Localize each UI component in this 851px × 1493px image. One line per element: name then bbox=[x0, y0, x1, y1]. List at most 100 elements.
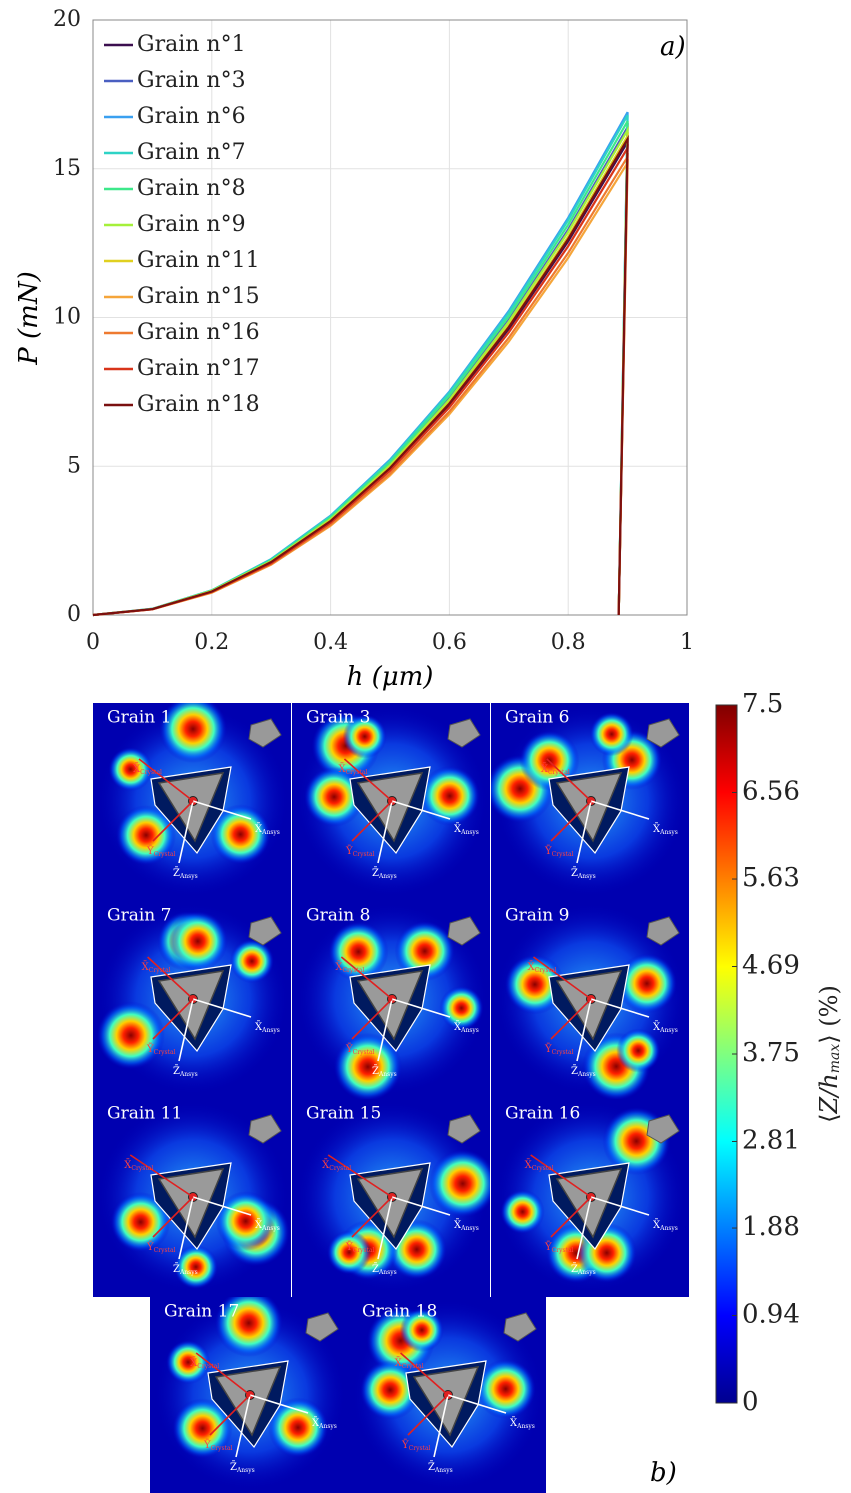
frame-subscript: Crystal bbox=[149, 967, 171, 974]
frame-arrow bbox=[152, 1196, 194, 1238]
frame-label: Z̄Ansys bbox=[571, 867, 596, 880]
annotation: a) bbox=[660, 32, 686, 62]
frame-label: X̄Crystal bbox=[338, 763, 367, 776]
frame-symbol: X̄ bbox=[255, 823, 263, 835]
annotation: b) bbox=[650, 1458, 677, 1488]
frame-subscript: Ansys bbox=[516, 1423, 535, 1430]
frame-symbol: X̄ bbox=[510, 1417, 518, 1429]
frame-subscript: Ansys bbox=[179, 1269, 198, 1276]
panel-title: Grain 11 bbox=[107, 1104, 182, 1124]
legend-label: Grain n°16 bbox=[137, 320, 260, 345]
frame-subscript: Ansys bbox=[659, 829, 678, 836]
frame-subscript: Crystal bbox=[552, 851, 574, 858]
frame-symbol: X̄ bbox=[653, 1021, 661, 1033]
legend-label: Grain n°6 bbox=[137, 104, 246, 129]
frame-symbol: X̄ bbox=[190, 1357, 198, 1369]
hot-spot bbox=[439, 986, 484, 1031]
frame-arrow bbox=[152, 998, 194, 1040]
frame-symbol: Ȳ bbox=[203, 1439, 211, 1451]
colorbar-label-part: ⟨ bbox=[815, 1113, 843, 1122]
hot-spot bbox=[419, 765, 480, 826]
frame-subscript: Crystal bbox=[402, 1363, 424, 1370]
frame-arrow bbox=[391, 998, 451, 1018]
panel-title: Grain 9 bbox=[505, 906, 569, 926]
frame-symbol: Ȳ bbox=[544, 1043, 552, 1055]
frame-label: X̄Ansys bbox=[454, 1219, 479, 1232]
frame-subscript: Ansys bbox=[378, 1071, 397, 1078]
frame-arrow bbox=[178, 1196, 194, 1260]
frame-subscript: Crystal bbox=[552, 1247, 574, 1254]
frame-label: ȲCrystal bbox=[401, 1439, 431, 1452]
hot-spot bbox=[173, 1244, 218, 1289]
frame-label: X̄Crystal bbox=[395, 1357, 424, 1370]
colorbar-tick-label: 3.75 bbox=[742, 1038, 800, 1068]
frame-subscript: Ansys bbox=[577, 1269, 596, 1276]
frame-arrow bbox=[576, 1196, 592, 1260]
crystal-cube bbox=[248, 718, 282, 748]
series-line bbox=[92, 134, 629, 617]
legend-label: Grain n°9 bbox=[137, 212, 246, 237]
frame-label: ȲCrystal bbox=[146, 1043, 176, 1056]
frame-label: X̄Crystal bbox=[335, 961, 364, 974]
frame-arrow bbox=[351, 1196, 393, 1238]
frame-subscript: Crystal bbox=[346, 769, 368, 776]
frame-symbol: Z̄ bbox=[372, 1065, 379, 1077]
frame-label: ȲCrystal bbox=[345, 845, 375, 858]
frame-symbol: X̄ bbox=[454, 1021, 462, 1033]
hot-spot bbox=[616, 953, 677, 1014]
frame-label: X̄Crystal bbox=[133, 763, 162, 776]
crystal-cube bbox=[305, 1312, 339, 1342]
frame-arrow bbox=[546, 758, 592, 802]
frame-symbol: Z̄ bbox=[571, 1263, 578, 1275]
panel-title: Grain 8 bbox=[306, 906, 370, 926]
hot-spot bbox=[304, 766, 365, 827]
hot-spot bbox=[394, 921, 455, 982]
frame-symbol: Ȳ bbox=[345, 845, 353, 857]
hot-spot bbox=[589, 712, 634, 757]
frame-symbol: Z̄ bbox=[230, 1461, 237, 1473]
frame-symbol: Z̄ bbox=[173, 1263, 180, 1275]
frame-subscript: Ansys bbox=[378, 873, 397, 880]
hot-spot bbox=[616, 1028, 661, 1073]
frame-symbol: X̄ bbox=[312, 1417, 320, 1429]
frame-subscript: Ansys bbox=[378, 1269, 397, 1276]
frame-symbol: X̄ bbox=[541, 763, 549, 775]
frame-label: Z̄Ansys bbox=[571, 1065, 596, 1078]
frame-arrow bbox=[351, 800, 393, 842]
colorbar-tick-label: 4.69 bbox=[742, 951, 800, 981]
colorbar-label-part: ⟩ (%) bbox=[815, 985, 843, 1044]
frame-symbol: X̄ bbox=[653, 1219, 661, 1231]
x-tick-label: 0.4 bbox=[313, 630, 348, 655]
crystal-cube bbox=[646, 916, 680, 946]
frame-subscript: Crystal bbox=[140, 769, 162, 776]
frame-symbol: X̄ bbox=[395, 1357, 403, 1369]
frame-label: Z̄Ansys bbox=[173, 867, 198, 880]
y-tick-label: 20 bbox=[53, 7, 81, 32]
frame-subscript: Ansys bbox=[236, 1467, 255, 1474]
frame-arrow bbox=[576, 998, 592, 1062]
frame-symbol: X̄ bbox=[255, 1021, 263, 1033]
frame-arrow bbox=[391, 1196, 451, 1216]
panel-title: Grain 18 bbox=[362, 1302, 437, 1322]
frame-symbol: Ȳ bbox=[401, 1439, 409, 1451]
x-axis-label: h (μm) bbox=[347, 662, 434, 692]
frame-arrow bbox=[576, 800, 592, 864]
frame-label: Z̄Ansys bbox=[372, 1065, 397, 1078]
frame-label: Z̄Ansys bbox=[173, 1065, 198, 1078]
frame-subscript: Crystal bbox=[548, 769, 570, 776]
frame-symbol: X̄ bbox=[255, 1219, 263, 1231]
frame-arrow bbox=[178, 998, 194, 1062]
colorbar-tick-label: 5.63 bbox=[742, 863, 800, 893]
frame-label: X̄Ansys bbox=[653, 823, 678, 836]
panel-title: Grain 15 bbox=[306, 1104, 381, 1124]
frame-label: X̄Ansys bbox=[312, 1417, 337, 1430]
frame-arrow bbox=[249, 1394, 309, 1414]
frame-arrow bbox=[400, 1352, 449, 1396]
frame-label: Z̄Ansys bbox=[372, 867, 397, 880]
frame-arrow bbox=[152, 800, 194, 842]
